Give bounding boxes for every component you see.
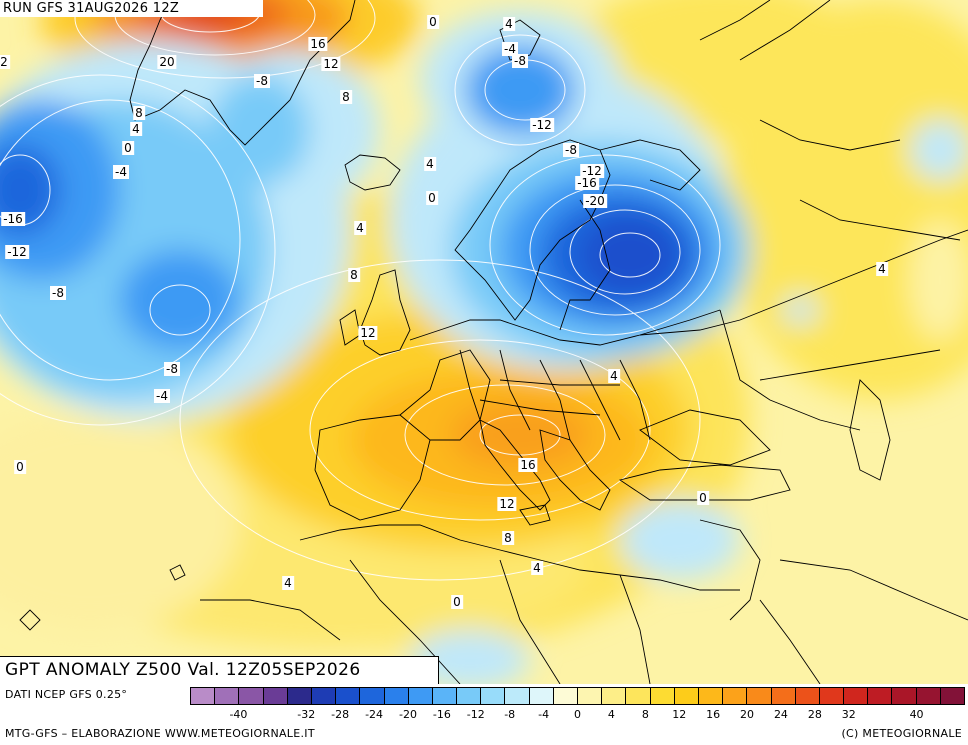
legend-tick-label: 4 [607,708,615,721]
legend-tick-labels: -40 -32 -28 -24 -20 -16 -12 -8 -4 0 4 8 12 16 20 24 28 32… [190,708,965,724]
contour-label: -12 [5,245,29,259]
contour-label: 12 [497,497,517,511]
legend-swatch [723,688,748,704]
legend-swatch [916,688,941,704]
contour-label: 4 [876,262,888,276]
legend-swatch [795,688,820,704]
legend-swatch [311,688,337,704]
legend-swatch [844,688,869,704]
contour-label: 8 [340,90,352,104]
legend-swatch [360,688,385,704]
contour-label: -4 [113,165,129,179]
legend-swatch [626,688,651,704]
legend-swatch [287,688,312,704]
legend-tick-label: -4 [538,708,550,721]
legend-tick-label: 8 [641,708,649,721]
legend-swatch [505,688,530,704]
legend-tick-label: -40 [229,708,248,721]
legend-swatch [336,688,361,704]
legend-swatch [650,688,675,704]
legend-swatch [819,688,845,704]
contour-label: 0 [427,15,439,29]
legend-swatch [553,688,578,704]
legend-swatch [457,688,482,704]
contour-label: -20 [583,194,607,208]
contour-label: 20 [157,55,177,69]
contour-label: 8 [348,268,360,282]
contour-label: -8 [254,74,270,88]
legend-swatch [215,688,240,704]
legend-swatch [263,688,288,704]
legend-swatch [578,688,603,704]
contour-label: 8 [502,531,514,545]
legend-swatch [674,688,699,704]
contour-label: 0 [122,141,134,155]
contour-label: 4 [608,369,620,383]
legend-tick-label: 32 [841,708,856,721]
contour-label: -8 [563,143,579,157]
contour-label: 4 [282,576,294,590]
legend-swatch [771,688,796,704]
legend-swatch [384,688,409,704]
contour-label: -8 [512,54,528,68]
contour-label: 16 [518,458,538,472]
legend-tick-label: -8 [504,708,516,721]
legend-swatch [747,688,772,704]
contour-label: 4 [503,17,515,31]
legend-tick-label: -16 [432,708,451,721]
contour-label: 16 [308,37,328,51]
contour-label: -16 [1,212,25,226]
legend-tick-label: 12 [672,708,687,721]
legend-tick-label: 28 [807,708,822,721]
contour-label: 8 [133,106,145,120]
contour-label: -8 [50,286,66,300]
legend-swatch [940,688,964,704]
data-source-label: DATI NCEP GFS 0.25° [5,688,128,701]
legend-swatch [191,688,216,704]
color-scale-legend [190,687,965,705]
contour-label: -12 [530,118,554,132]
contour-label: 12 [358,326,378,340]
legend-swatch [892,688,917,704]
credits-left: MTG-GFS – ELABORAZIONE WWW.METEOGIORNALE… [5,727,315,740]
anomaly-map: RUN GFS 31AUG2026 12Z 0 4 16 20 12 -4 -8… [0,0,968,684]
credits-right: (C) METEOGIORNALE [841,727,962,740]
legend-tick-label: 0 [574,708,581,721]
contour-label: -4 [502,42,518,56]
contour-label: 12 [321,57,341,71]
legend-swatch [408,688,433,704]
legend-swatch [868,688,893,704]
legend-swatch [602,688,627,704]
anomaly-field [0,0,968,684]
contour-label: -16 [575,176,599,190]
legend-swatch [481,688,506,704]
contour-label: 0 [451,595,463,609]
legend-tick-label: -32 [297,708,316,721]
legend-swatch [529,688,554,704]
contour-label: 0 [697,491,709,505]
legend-swatch [432,688,458,704]
legend-tick-label: 20 [740,708,755,721]
contour-label: -12 [580,164,604,178]
contour-label: 0 [426,191,438,205]
contour-label: 4 [130,122,142,136]
map-title: GPT ANOMALY Z500 Val. 12Z05SEP2026 [0,656,439,684]
legend-tick-label: -24 [365,708,384,721]
contour-label: 0 [14,460,26,474]
legend-tick-label: -20 [398,708,417,721]
contour-label: -4 [154,389,170,403]
contour-label: -8 [164,362,180,376]
contour-label: 2 [0,55,10,69]
contour-label: 4 [354,221,366,235]
legend-tick-label: -12 [466,708,485,721]
legend-swatch [698,688,724,704]
legend-swatch [239,688,264,704]
legend-tick-label: 16 [706,708,721,721]
legend-tick-label: 40 [909,708,924,721]
contour-label: 4 [531,561,543,575]
legend-tick-label: 24 [773,708,788,721]
contour-label: 4 [424,157,436,171]
run-label: RUN GFS 31AUG2026 12Z [0,0,263,17]
legend-tick-label: -28 [331,708,350,721]
